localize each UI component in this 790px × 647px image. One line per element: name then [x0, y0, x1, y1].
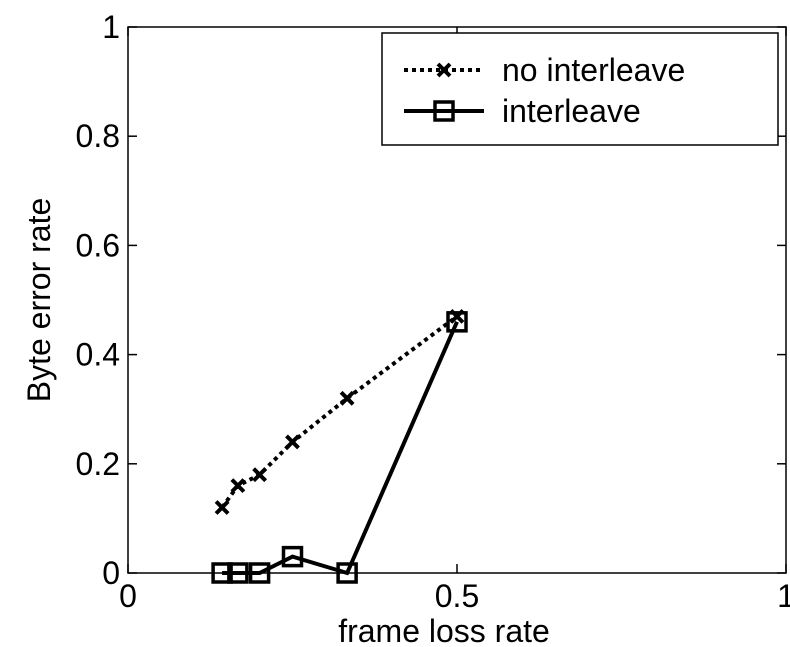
square-marker: [281, 545, 304, 568]
square-marker: [227, 562, 249, 584]
x-tick-label: 0: [119, 578, 137, 614]
x-tick-label: 1: [777, 578, 790, 614]
series-no-interleave: [214, 308, 465, 515]
series-line: [220, 314, 459, 509]
y-tick-label: 0.6: [76, 227, 120, 263]
x-marker: [214, 500, 230, 515]
legend-entries: no interleave interleave: [404, 52, 685, 129]
series-line: [222, 321, 459, 576]
axis-tick-labels: 0 0.5 1 0 0.2 0.4 0.6 0.8 1: [76, 9, 790, 614]
y-tick-label: 0.2: [76, 446, 120, 482]
legend-label: no interleave: [502, 52, 685, 88]
y-tick-label: 0.8: [76, 118, 120, 154]
legend-box: [381, 32, 779, 146]
x-marker: [252, 467, 268, 483]
legend: no interleave interleave: [381, 32, 779, 146]
x-marker: [436, 62, 452, 78]
x-axis-label: frame loss rate: [338, 613, 550, 647]
x-marker: [230, 478, 246, 494]
y-tick-label: 0: [102, 555, 120, 591]
square-marker: [248, 562, 271, 584]
y-axis-label: Byte error rate: [21, 198, 57, 403]
y-tick-label: 1: [102, 9, 120, 45]
x-tick-label: 0.5: [435, 578, 479, 614]
square-marker: [336, 562, 358, 584]
square-marker: [446, 311, 468, 333]
square-marker: [211, 562, 233, 584]
y-tick-label: 0.4: [76, 337, 120, 373]
legend-label: interleave: [502, 93, 641, 129]
x-marker: [285, 434, 300, 450]
series-interleave: [211, 311, 468, 584]
x-marker: [339, 390, 355, 406]
series-layer: [211, 308, 468, 584]
square-marker: [433, 100, 455, 122]
